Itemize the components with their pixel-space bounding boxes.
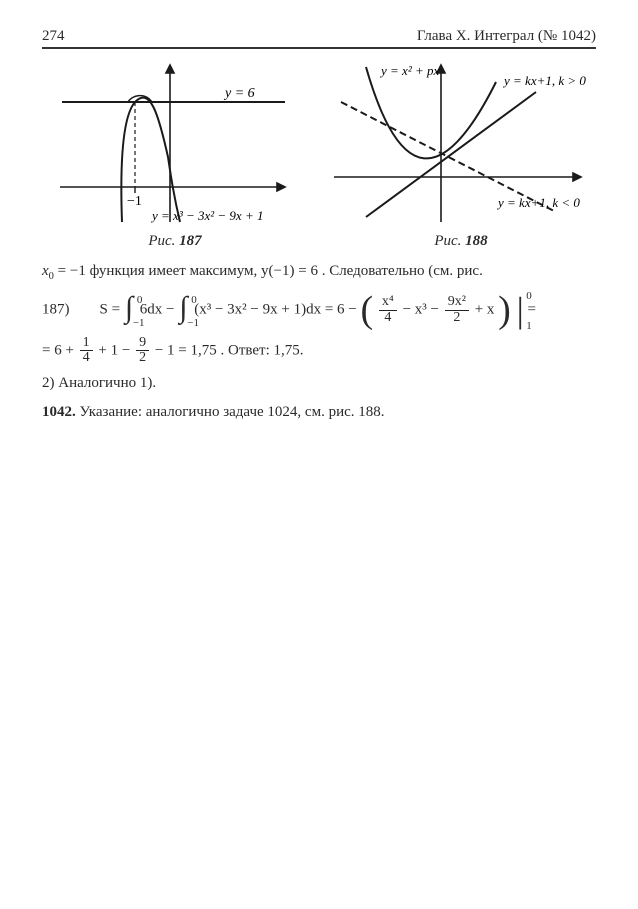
integral-symbol: ∫ <box>179 296 187 320</box>
frac-14-d: 4 <box>80 351 93 366</box>
figures-row: y = 6 −1 y = x³ − 3x² − 9x + 1 Рис. 187 <box>42 57 596 250</box>
integral-symbol: ∫ <box>125 296 133 320</box>
chapter-title: Глава X. Интеграл (№ 1042) <box>417 28 596 45</box>
fig187-label-y6: y = 6 <box>223 86 255 101</box>
mid: − x³ − <box>403 302 443 318</box>
figure-188: y = x² + px y = kx+1, k > 0 y = kx+1, k … <box>326 57 596 250</box>
tail: + x <box>475 302 495 318</box>
fig187-tick-minus1: −1 <box>127 194 142 209</box>
paren-open: ( <box>361 295 374 325</box>
line3-b: + 1 − <box>98 342 134 358</box>
figure-188-svg: y = x² + px y = kx+1, k > 0 y = kx+1, k … <box>326 57 596 227</box>
eval-lb: 1 <box>526 322 532 331</box>
caption-prefix: Рис. <box>434 233 461 249</box>
line2-num: 187) <box>42 302 70 318</box>
frac-92-n: 9 <box>136 336 149 352</box>
figure-187-svg: y = 6 −1 y = x³ − 3x² − 9x + 1 <box>50 57 300 227</box>
figure-188-caption: Рис. 188 <box>434 233 487 250</box>
frac-9x2-n: 9x² <box>445 295 469 311</box>
paren-close: ) <box>498 295 511 325</box>
para-1: x0 = −1 функция имеет максимум, y(−1) = … <box>42 260 596 285</box>
caption-number: 188 <box>465 233 488 249</box>
frac-9x2-d: 2 <box>445 311 469 326</box>
integral-1: ∫ 0 −1 <box>125 298 133 322</box>
int2-lb: −1 <box>187 315 199 332</box>
int1-body: 6dx − <box>140 302 175 318</box>
fig187-label-curve: y = x³ − 3x² − 9x + 1 <box>150 208 263 223</box>
frac-14-n: 1 <box>80 336 93 352</box>
equation-main: 187) S = ∫ 0 −1 6dx − ∫ 0 −1 (x³ − 3x² −… <box>42 295 596 325</box>
int2-ub: 0 <box>191 292 197 309</box>
line3-c: − 1 = 1,75 . Ответ: 1,75. <box>155 342 304 358</box>
frac-9x2: 9x² 2 <box>445 295 469 325</box>
para-1-rest: = −1 функция имеет максимум, y(−1) = 6 .… <box>54 263 483 279</box>
problem-number-1042: 1042. <box>42 404 76 420</box>
x0: x <box>42 263 49 279</box>
line3-a: = 6 + <box>42 342 78 358</box>
frac-x4-n: x⁴ <box>379 295 397 311</box>
int2-body: (x³ − 3x² − 9x + 1)dx = 6 − <box>194 302 357 318</box>
frac-92-d: 2 <box>136 351 149 366</box>
fig188-label-kneg: y = kx+1, k < 0 <box>496 195 580 210</box>
fig188-label-parabola: y = x² + px <box>379 63 439 78</box>
frac-14: 1 4 <box>80 336 93 366</box>
header-rule <box>42 47 596 49</box>
int1-ub: 0 <box>137 292 143 309</box>
eval-ub: 0 <box>526 292 532 301</box>
frac-x4-d: 4 <box>379 311 397 326</box>
body-text: x 0 = −1 функция имеет максимум, y(−1) = … <box>42 260 596 425</box>
frac-92: 9 2 <box>136 336 149 366</box>
int1-lb: −1 <box>133 315 145 332</box>
para-1042-rest: Указание: аналогично задаче 1024, см. ри… <box>76 404 385 420</box>
fig188-label-kpos: y = kx+1, k > 0 <box>502 73 586 88</box>
eval-bar: | 0 1 <box>517 296 524 325</box>
frac-x4: x⁴ 4 <box>379 295 397 325</box>
page: 274 Глава X. Интеграл (№ 1042) <box>0 0 638 909</box>
eq-S: S = <box>100 302 121 318</box>
eq-trailing: = <box>528 302 536 318</box>
caption-number: 187 <box>179 233 202 249</box>
figure-187: y = 6 −1 y = x³ − 3x² − 9x + 1 Рис. 187 <box>42 57 308 250</box>
page-header: 274 Глава X. Интеграл (№ 1042) <box>42 28 596 47</box>
para-analogous: 2) Аналогично 1). <box>42 372 596 395</box>
para-1042: 1042. Указание: аналогично задаче 1024, … <box>42 401 596 424</box>
caption-prefix: Рис. <box>148 233 175 249</box>
equation-result: = 6 + 1 4 + 1 − 9 2 − 1 = 1,75 . Ответ: … <box>42 336 596 366</box>
page-number: 274 <box>42 28 65 45</box>
figure-187-caption: Рис. 187 <box>148 233 201 250</box>
integral-2: ∫ 0 −1 <box>179 298 187 322</box>
